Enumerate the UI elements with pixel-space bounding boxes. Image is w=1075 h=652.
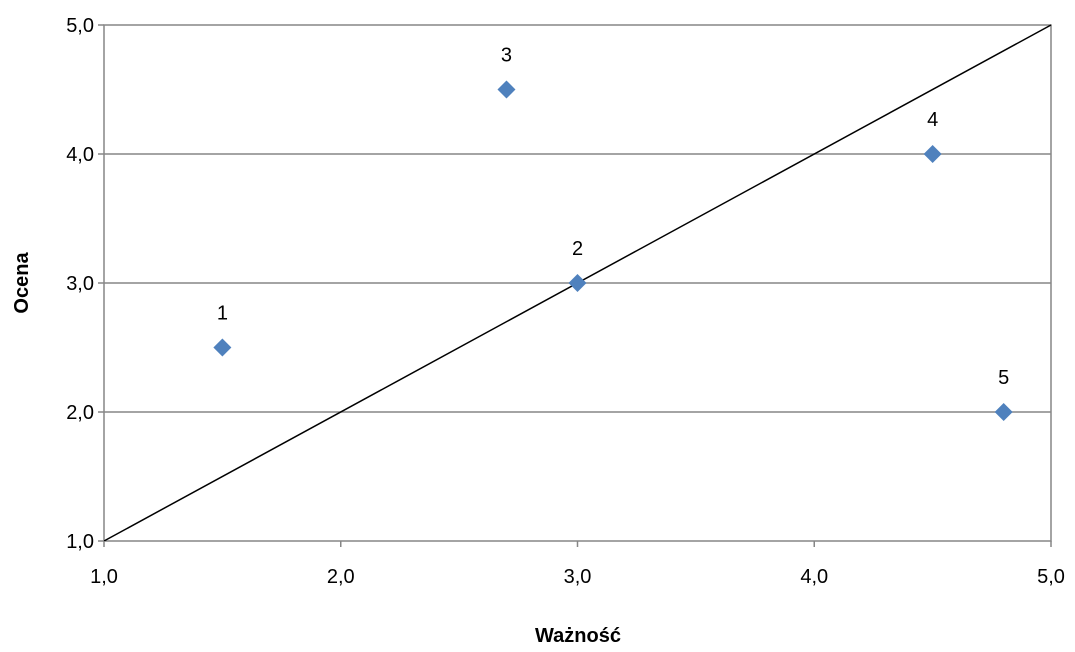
x-tick-label: 1,0 (90, 566, 118, 588)
y-axis-title: Ocena (11, 252, 33, 314)
point-label: 1 (217, 303, 228, 325)
data-point: 4 (923, 109, 942, 163)
data-point: 3 (497, 45, 516, 99)
point-label: 5 (998, 367, 1009, 389)
data-points: 1 2 3 4 5 (213, 45, 1013, 421)
y-tick-label: 2,0 (66, 402, 94, 424)
x-tick-label: 2,0 (327, 566, 355, 588)
y-axis-ticks: 1,0 2,0 3,0 4,0 5,0 (66, 15, 104, 553)
diamond-marker (568, 274, 587, 292)
y-tick-label: 1,0 (66, 531, 94, 553)
data-point: 5 (994, 367, 1013, 421)
y-tick-label: 3,0 (66, 273, 94, 295)
diamond-marker (994, 403, 1013, 421)
x-tick-label: 3,0 (564, 566, 592, 588)
y-tick-label: 5,0 (66, 15, 94, 37)
diamond-marker (213, 338, 232, 357)
point-label: 2 (572, 238, 583, 260)
x-tick-label: 5,0 (1037, 566, 1065, 588)
diamond-marker (923, 145, 942, 163)
x-axis-title: Ważność (535, 625, 621, 647)
data-point: 1 (213, 303, 232, 357)
y-tick-label: 4,0 (66, 144, 94, 166)
x-axis-ticks: 1,0 2,0 3,0 4,0 5,0 (90, 541, 1065, 588)
data-point: 2 (568, 238, 587, 292)
point-label: 3 (501, 45, 512, 67)
point-label: 4 (927, 109, 938, 131)
diamond-marker (497, 80, 516, 99)
x-tick-label: 4,0 (800, 566, 828, 588)
